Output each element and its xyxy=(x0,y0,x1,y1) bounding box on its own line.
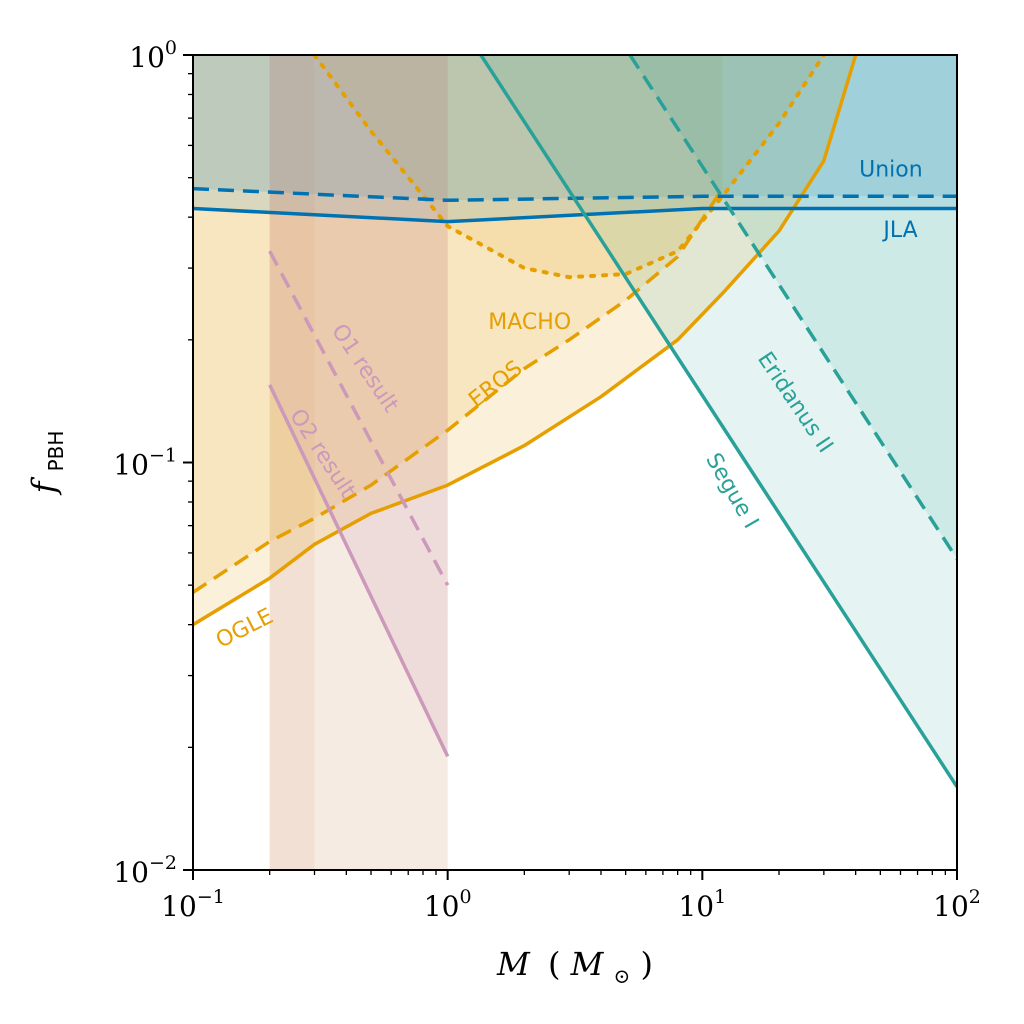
eros-line xyxy=(193,187,724,594)
constraint-lines xyxy=(193,55,957,788)
jla-line xyxy=(193,206,957,224)
o2-exclusion-fill xyxy=(269,55,448,757)
x-axis-subscript: ⊙ xyxy=(614,964,631,988)
x-axis-main: M xyxy=(496,945,531,983)
x-tick-label: 101 xyxy=(678,886,726,923)
jla-label: JLA xyxy=(881,218,917,243)
macho-line xyxy=(312,55,826,280)
y-tick-label: 100 xyxy=(129,37,177,74)
y-axis-subscript: PBH xyxy=(44,431,68,472)
y-axis-title: f PBH xyxy=(25,431,68,496)
o1-line xyxy=(268,250,450,587)
eros-exclusion-fill xyxy=(193,55,723,593)
union-exclusion-fill xyxy=(193,55,957,201)
y-axis-main: f xyxy=(25,476,63,495)
plot-background xyxy=(193,55,957,870)
x-axis-symbol: M xyxy=(570,945,605,983)
macho-label: MACHO xyxy=(488,310,571,335)
y-tick-label: 10−1 xyxy=(113,445,177,482)
macho-exclusion-fill xyxy=(314,55,824,278)
y-tick-label: 10−2 xyxy=(113,852,177,889)
x-axis-title: M ( M ⊙ ) xyxy=(496,945,653,991)
ogle-line xyxy=(193,55,858,627)
x-tick-label: 10−1 xyxy=(161,886,225,923)
segue-line xyxy=(479,55,957,788)
jla-exclusion-fill xyxy=(193,55,957,222)
eridanus-line xyxy=(628,55,957,560)
x-tick-label: 100 xyxy=(424,886,472,923)
o2-line xyxy=(268,384,450,758)
union-label: Union xyxy=(859,158,923,183)
x-axis-close-paren: ) xyxy=(640,945,652,983)
x-axis-open-paren: ( xyxy=(548,945,560,983)
x-tick-label: 102 xyxy=(933,886,981,923)
